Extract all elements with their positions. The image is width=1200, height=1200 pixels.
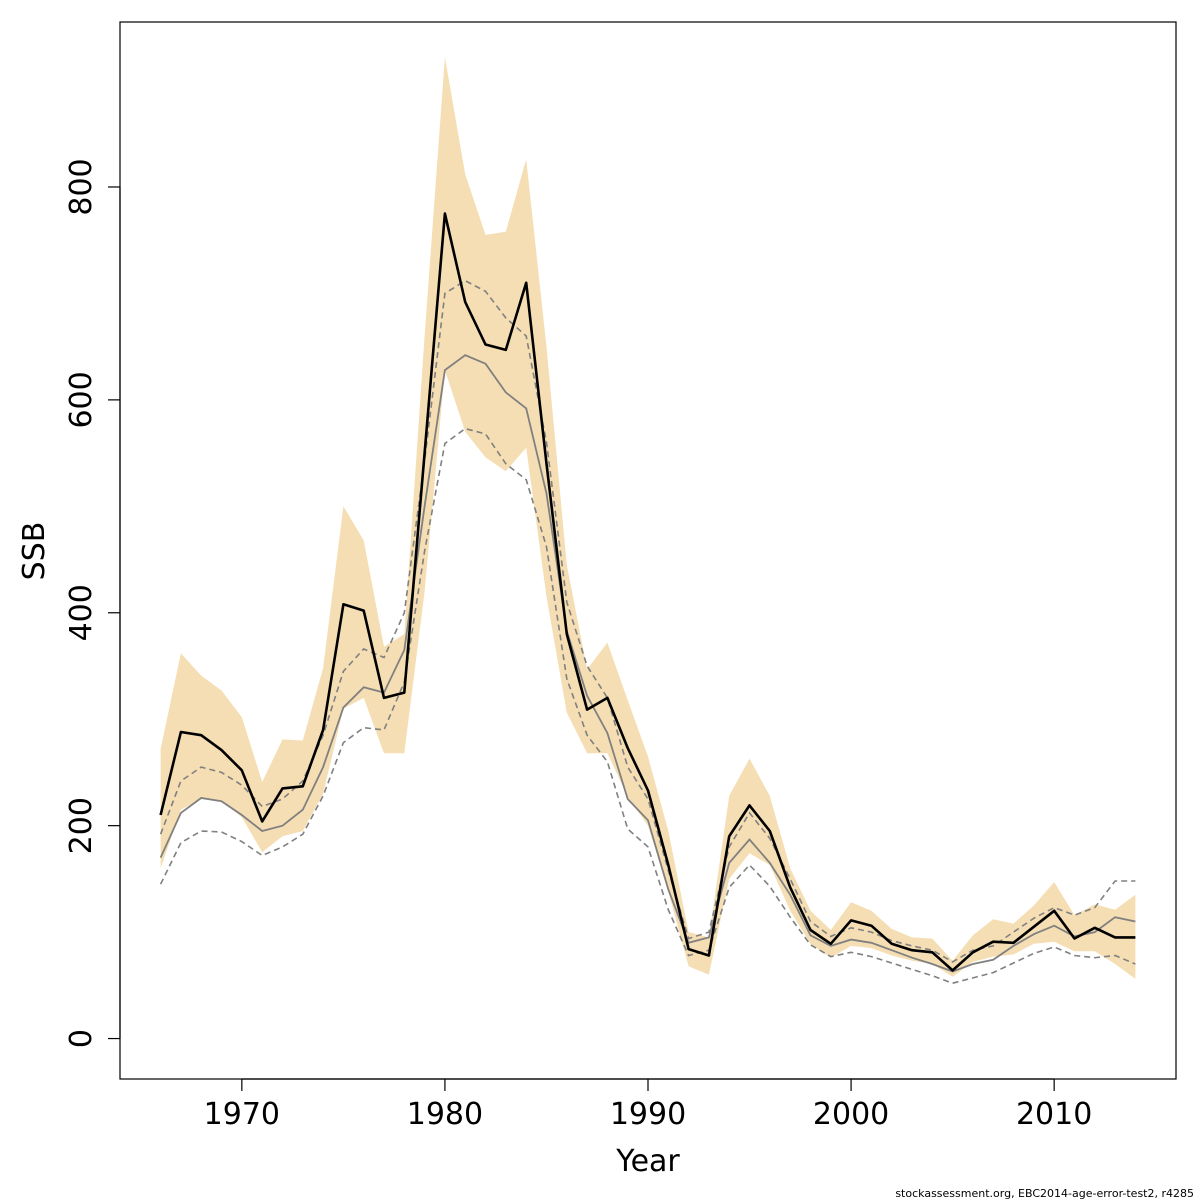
y-tick-label: 0: [64, 1029, 99, 1048]
y-tick-label: 200: [64, 797, 99, 854]
reference-lower-line: [159, 427, 1136, 985]
footer-text: stockassessment.org, EBC2014-age-error-t…: [895, 1187, 1194, 1200]
x-tick-label: 2010: [1016, 1097, 1092, 1132]
reference-line: [159, 354, 1136, 973]
estimate-confidence-band: [160, 57, 1136, 979]
x-tick-label: 2000: [813, 1097, 889, 1132]
x-tick-label: 1990: [610, 1097, 686, 1132]
y-tick-label: 400: [64, 584, 99, 641]
plot-area: [159, 57, 1136, 985]
y-tick-label: 800: [64, 158, 99, 215]
x-axis-title: Year: [615, 1144, 680, 1179]
reference-upper-line: [159, 279, 1136, 963]
y-axis-title: SSB: [17, 522, 52, 581]
x-tick-label: 1980: [407, 1097, 483, 1132]
y-axis: 0 200 400 600 800: [64, 158, 121, 1048]
x-axis: 1970 1980 1990 2000 2010: [204, 1078, 1092, 1132]
x-tick-label: 1970: [204, 1097, 280, 1132]
estimate-line: [159, 212, 1136, 972]
y-tick-label: 600: [64, 371, 99, 428]
